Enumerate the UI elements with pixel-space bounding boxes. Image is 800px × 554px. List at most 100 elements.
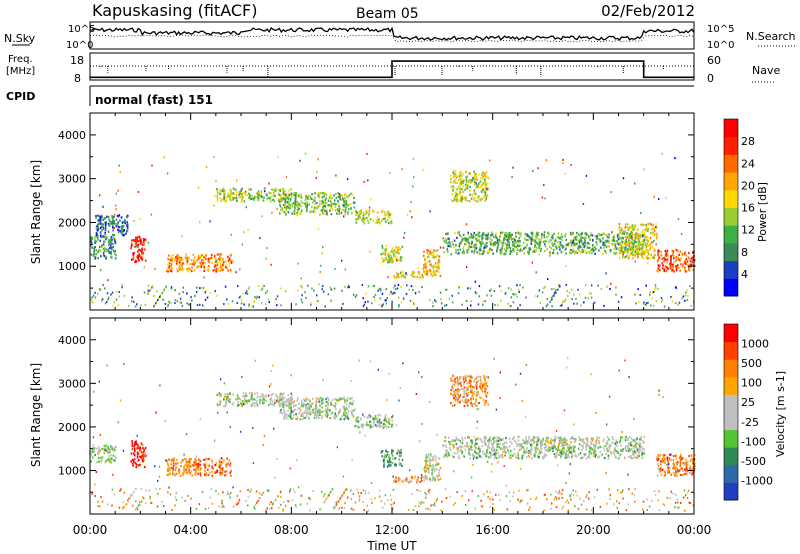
velocity-echo-mark <box>355 418 357 421</box>
velocity-echo-mark <box>352 415 355 418</box>
power-echo-mark <box>644 228 647 231</box>
power-echo-mark <box>248 192 250 195</box>
power-scatter-mark <box>196 304 199 307</box>
velocity-echo-mark <box>204 466 207 469</box>
power-echo-mark <box>534 235 537 238</box>
velocity-echo-mark <box>290 403 293 406</box>
velocity-scatter-mark <box>265 509 267 512</box>
velocity-scatter-mark <box>617 489 619 492</box>
power-echo-mark <box>456 199 459 202</box>
power-scatter-mark <box>525 296 527 299</box>
velocity-scatter-mark <box>157 492 159 495</box>
velocity-echo-mark <box>108 455 110 458</box>
velocity-echo-mark <box>317 408 320 411</box>
velocity-echo-mark <box>421 475 423 478</box>
power-scatter-mark <box>590 284 593 287</box>
power-echo-mark <box>653 256 656 260</box>
power-echo-mark <box>642 238 645 241</box>
velocity-scatter-mark <box>648 505 651 508</box>
power-echo-mark <box>293 209 296 212</box>
power-echo-mark <box>92 254 95 257</box>
power-echo-mark <box>95 236 97 239</box>
power-speckle-mark <box>166 172 169 175</box>
power-echo-mark <box>126 230 129 233</box>
power-echo-mark <box>212 269 214 272</box>
power-echo-mark <box>505 234 508 237</box>
power-echo-mark <box>622 253 624 256</box>
power-echo-mark <box>385 244 388 247</box>
velocity-scatter-mark <box>148 489 151 492</box>
power-speckle-mark <box>343 215 345 218</box>
power-scatter-mark <box>107 297 110 300</box>
power-echo-mark <box>438 265 440 268</box>
velocity-echo-mark <box>237 400 239 404</box>
velocity-scatter-mark <box>618 502 620 504</box>
velocity-echo-mark <box>224 470 226 473</box>
power-echo-mark <box>459 173 462 176</box>
power-echo-mark <box>229 258 231 261</box>
velocity-scatter-mark <box>255 501 258 504</box>
power-echo-mark <box>348 208 350 211</box>
velocity-echo-mark <box>434 459 437 462</box>
power-scatter-mark <box>313 289 315 292</box>
velocity-echo-mark <box>144 453 146 456</box>
velocity-scatter-mark <box>258 497 261 500</box>
velocity-echo-mark <box>308 416 310 419</box>
velocity-scatter-mark <box>335 503 338 506</box>
power-echo-mark <box>692 251 694 254</box>
power-echo-mark <box>580 246 582 249</box>
power-scatter-mark <box>253 300 256 302</box>
power-echo-mark <box>399 258 402 261</box>
power-echo-mark <box>277 198 280 201</box>
power-echo-mark <box>223 190 225 193</box>
velocity-echo-mark <box>318 400 321 403</box>
power-scatter-mark <box>551 305 553 308</box>
velocity-echo-mark <box>468 375 471 378</box>
power-echo-mark <box>575 250 577 253</box>
power-scatter-mark <box>660 300 663 303</box>
velocity-echo-mark <box>373 417 375 421</box>
velocity-echo-mark <box>193 468 195 471</box>
velocity-echo-mark <box>383 418 386 421</box>
velocity-echo-mark <box>227 393 229 396</box>
power-echo-mark <box>250 197 253 201</box>
power-echo-mark <box>284 199 287 203</box>
power-echo-mark <box>238 196 241 199</box>
power-echo-mark <box>382 252 384 255</box>
power-scatter-mark <box>391 293 394 296</box>
power-echo-mark <box>322 206 324 209</box>
power-echo-mark <box>452 184 454 187</box>
power-echo-mark <box>558 246 561 249</box>
power-scatter-mark <box>649 291 651 294</box>
power-echo-mark <box>496 241 499 244</box>
velocity-scatter-mark <box>609 494 612 497</box>
velocity-echo-mark <box>314 409 317 412</box>
velocity-scatter-mark <box>187 494 189 497</box>
power-echo-mark <box>222 268 224 271</box>
power-echo-mark <box>297 195 299 198</box>
power-echo-mark <box>330 204 333 207</box>
power-echo-mark <box>436 270 439 273</box>
velocity-echo-mark <box>388 418 391 421</box>
velocity-echo-mark <box>97 453 99 456</box>
power-echo-mark <box>539 242 541 245</box>
power-echo-mark <box>381 209 384 212</box>
power-echo-mark <box>634 224 637 227</box>
velocity-scatter-mark <box>136 508 139 511</box>
power-echo-mark <box>491 248 493 251</box>
power-scatter-mark <box>617 300 620 303</box>
power-echo-mark <box>254 195 256 198</box>
power-scatter-mark <box>198 287 201 290</box>
power-scatter-mark <box>240 302 243 305</box>
velocity-echo-mark <box>395 464 397 467</box>
power-echo-mark <box>570 251 573 254</box>
velocity-scatter-mark <box>161 500 163 503</box>
power-speckle-mark <box>422 168 424 171</box>
power-echo-mark <box>474 197 476 200</box>
power-scatter-mark <box>156 290 158 293</box>
velocity-echo-mark <box>351 397 353 400</box>
power-echo-mark <box>300 193 302 196</box>
power-echo-mark <box>225 264 228 267</box>
power-scatter-mark <box>482 300 485 303</box>
